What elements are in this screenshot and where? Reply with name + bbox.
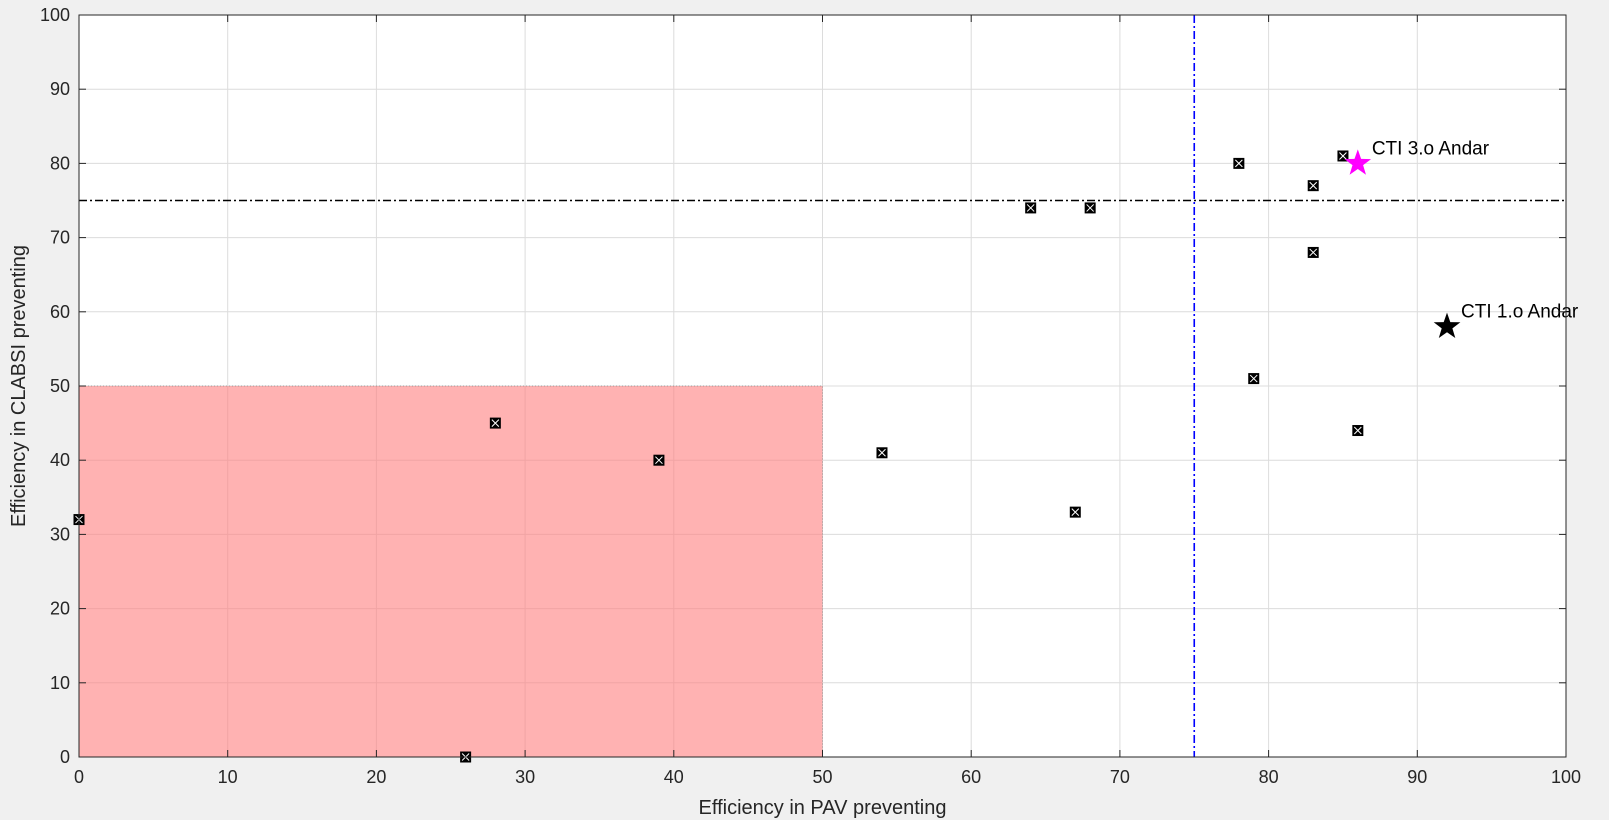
highlight-label: CTI 1.o Andar bbox=[1461, 302, 1579, 323]
data-point bbox=[1337, 150, 1349, 162]
x-tick-label: 30 bbox=[515, 767, 535, 787]
x-tick-label: 50 bbox=[812, 767, 832, 787]
data-point bbox=[1307, 180, 1319, 192]
y-tick-label: 40 bbox=[50, 450, 70, 470]
data-point bbox=[1025, 202, 1037, 214]
y-axis-ticks: 0 10 20 30 40 50 60 70 80 90 100 bbox=[40, 5, 1566, 767]
x-tick-label: 70 bbox=[1110, 767, 1130, 787]
x-tick-label: 10 bbox=[218, 767, 238, 787]
reference-lines bbox=[79, 15, 1566, 757]
x-axis-label: Efficiency in PAV preventing bbox=[699, 797, 947, 819]
point-cross bbox=[1353, 426, 1362, 435]
data-point bbox=[1233, 157, 1245, 169]
point-cross bbox=[1309, 181, 1318, 190]
point-cross bbox=[1249, 374, 1258, 383]
highlight-label: CTI 3.o Andar bbox=[1372, 138, 1490, 159]
y-tick-label: 20 bbox=[50, 599, 70, 619]
x-tick-label: 80 bbox=[1259, 767, 1279, 787]
data-point bbox=[653, 454, 665, 466]
point-cross bbox=[1339, 152, 1347, 160]
data-point bbox=[1084, 202, 1096, 214]
point-cross bbox=[1026, 204, 1035, 212]
point-cross bbox=[655, 456, 663, 465]
x-tick-label: 20 bbox=[366, 767, 386, 787]
point-cross bbox=[491, 419, 500, 427]
shaded-region bbox=[78, 385, 823, 758]
y-tick-label: 10 bbox=[50, 673, 70, 693]
x-tick-label: 60 bbox=[961, 767, 981, 787]
y-tick-label: 0 bbox=[60, 747, 70, 767]
data-point bbox=[1352, 425, 1364, 437]
data-point bbox=[1307, 246, 1319, 258]
point-cross bbox=[1235, 159, 1243, 168]
y-tick-label: 90 bbox=[50, 79, 70, 99]
point-cross bbox=[1309, 248, 1318, 257]
y-tick-label: 50 bbox=[50, 376, 70, 396]
data-point bbox=[489, 417, 501, 429]
star-marker bbox=[1433, 312, 1461, 338]
y-axis-label: Efficiency in CLABSI preventing bbox=[8, 245, 30, 527]
y-tick-label: 60 bbox=[50, 302, 70, 322]
data-point bbox=[1069, 506, 1081, 518]
region-rect bbox=[78, 385, 823, 758]
highlight-point: CTI 1.o Andar bbox=[1433, 302, 1579, 338]
highlighted-points: CTI 3.o Andar CTI 1.o Andar bbox=[1344, 138, 1579, 338]
x-tick-label: 100 bbox=[1551, 767, 1581, 787]
highlight-point: CTI 3.o Andar bbox=[1344, 138, 1490, 175]
y-tick-label: 70 bbox=[50, 228, 70, 248]
data-point bbox=[876, 447, 888, 459]
point-cross bbox=[878, 448, 886, 457]
star-marker bbox=[1344, 149, 1372, 175]
data-point bbox=[1248, 373, 1260, 385]
x-axis-ticks: 0 10 20 30 40 50 60 70 80 90 100 bbox=[74, 15, 1581, 787]
point-cross bbox=[1086, 204, 1095, 212]
x-tick-label: 90 bbox=[1407, 767, 1427, 787]
x-tick-label: 40 bbox=[664, 767, 684, 787]
point-cross bbox=[1071, 508, 1080, 516]
x-tick-label: 0 bbox=[74, 767, 84, 787]
y-tick-label: 80 bbox=[50, 153, 70, 173]
y-tick-label: 100 bbox=[40, 5, 70, 25]
y-tick-label: 30 bbox=[50, 524, 70, 544]
